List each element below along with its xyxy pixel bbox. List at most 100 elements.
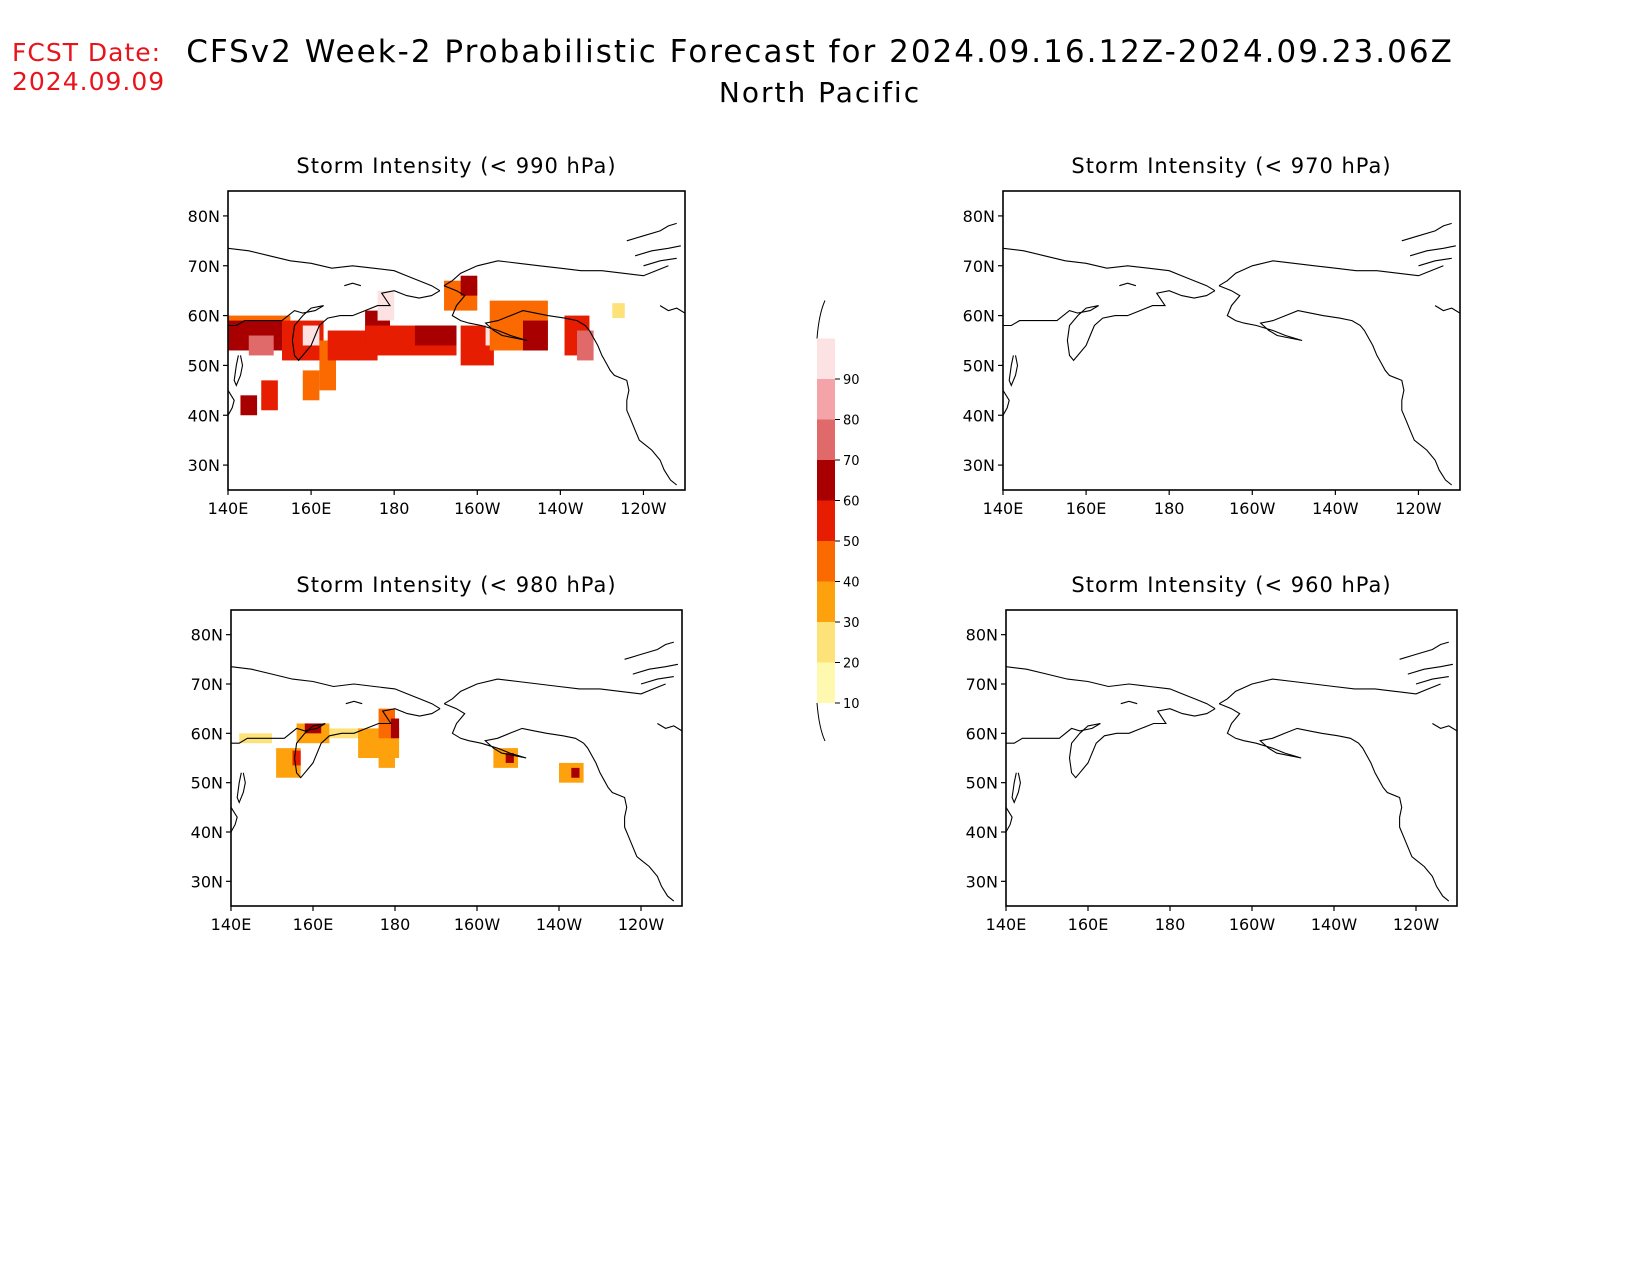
coastline-segment <box>1218 285 1453 486</box>
coastline-segment <box>659 305 685 314</box>
lon-tick-label: 160W <box>454 915 501 934</box>
coastline-segment <box>1218 678 1441 705</box>
coastline-segment <box>443 285 678 486</box>
colorbar-label: 20 <box>843 657 860 672</box>
coastline-segment <box>443 703 675 902</box>
colorbar-swatch <box>817 622 835 663</box>
lat-tick-label: 50N <box>191 774 223 793</box>
coastline-segment <box>1008 355 1019 387</box>
coastline-segment <box>228 247 441 292</box>
lon-tick-label: 120W <box>1393 915 1440 934</box>
colorbar-swatch <box>817 379 835 420</box>
coastline-segment <box>1003 247 1216 292</box>
colorbar-label: 50 <box>843 535 860 550</box>
lon-tick-label: 140E <box>983 499 1024 518</box>
forecast-date-value: 2024.09.09 <box>12 67 166 96</box>
map-panel-960: Storm Intensity (< 960 hPa) 80N 70N 60N 50N 4… <box>966 573 1458 934</box>
coastline-segment <box>228 390 235 416</box>
panel-title: Storm Intensity (< 990 hPa) <box>296 154 616 178</box>
region-subtitle: North Pacific <box>718 76 922 109</box>
lat-tick-label: 30N <box>188 456 220 475</box>
probability-cell <box>460 275 478 296</box>
lat-tick-label: 60N <box>188 307 220 326</box>
lon-tick-label: 160E <box>293 915 334 934</box>
lat-tick-label: 70N <box>966 675 998 694</box>
lat-tick-label: 70N <box>963 257 995 276</box>
coastline-segment <box>1003 290 1216 362</box>
probability-cell <box>378 748 395 768</box>
lat-tick-label: 40N <box>966 823 998 842</box>
lon-tick-label: 160E <box>1066 499 1107 518</box>
probability-cell <box>261 380 278 411</box>
lon-tick-label: 180 <box>1154 499 1185 518</box>
coastline-segment <box>1003 390 1010 416</box>
coastlines <box>1006 641 1457 902</box>
map-background <box>231 610 682 906</box>
colorbar-label: 10 <box>843 697 860 712</box>
coastline-segment <box>231 708 441 779</box>
probability-cell <box>304 723 322 734</box>
lat-tick-label: 60N <box>963 307 995 326</box>
probability-cell <box>571 767 580 778</box>
coastline-segment <box>233 355 244 387</box>
map-frame <box>230 609 683 907</box>
coastline-segment <box>345 700 363 705</box>
coastline-segment <box>626 222 677 242</box>
probability-cell <box>302 370 320 401</box>
coastlines <box>231 641 682 902</box>
panel-title: Storm Intensity (< 960 hPa) <box>1071 573 1391 597</box>
coastline-segment <box>231 807 238 833</box>
coastline-segment <box>1432 723 1457 732</box>
probability-cell <box>414 325 457 346</box>
lon-tick-label: 180 <box>379 499 410 518</box>
forecast-date-label: FCST Date: <box>12 38 162 67</box>
lat-tick-label: 50N <box>966 774 998 793</box>
lon-tick-label: 160W <box>454 499 501 518</box>
coastline-segment <box>634 245 681 257</box>
lat-tick-label: 30N <box>966 872 998 891</box>
lon-tick-label: 140E <box>986 915 1027 934</box>
colorbar-label: 40 <box>843 576 860 591</box>
lon-tick-label: 140W <box>1311 915 1358 934</box>
coastline-segment <box>443 260 669 287</box>
map-frame <box>1002 190 1461 491</box>
probability-cell <box>505 753 514 763</box>
coastline-segment <box>1218 260 1444 287</box>
lat-tick-label: 40N <box>963 406 995 425</box>
coastline-segment <box>643 257 677 267</box>
colorbar-swatch <box>817 541 835 582</box>
coastline-segment <box>1418 257 1452 267</box>
lat-tick-label: 30N <box>963 456 995 475</box>
map-panel-990: Storm Intensity (< 990 hPa) 80N 70N 60N 50N 4… <box>188 154 686 518</box>
panel-title: Storm Intensity (< 970 hPa) <box>1071 154 1391 178</box>
lon-tick-label: 180 <box>1155 915 1186 934</box>
lat-tick-label: 60N <box>966 724 998 743</box>
colorbar-label: 90 <box>843 373 860 388</box>
colorbar-top-cap <box>816 300 826 339</box>
coastline-segment <box>1218 703 1450 902</box>
coastlines <box>228 222 685 486</box>
coastline-segment <box>1119 282 1137 287</box>
coastline-segment <box>632 663 679 675</box>
probability-cell <box>292 750 301 766</box>
colorbar-label: 30 <box>843 616 860 631</box>
coastlines <box>1003 222 1460 486</box>
coastline-segment <box>1006 807 1013 833</box>
lat-tick-label: 40N <box>191 823 223 842</box>
colorbar-bottom-cap <box>816 702 826 742</box>
lon-tick-label: 140E <box>211 915 252 934</box>
probability-cell <box>248 335 274 356</box>
coastline-segment <box>1407 663 1454 675</box>
map-panel-970: Storm Intensity (< 970 hPa) 80N 70N 60N 50N 4… <box>963 154 1461 518</box>
lat-tick-label: 40N <box>188 406 220 425</box>
probability-cell <box>302 325 320 346</box>
colorbar-swatch <box>817 460 835 501</box>
probability-cell <box>612 303 625 319</box>
lat-tick-label: 70N <box>191 675 223 694</box>
lat-tick-label: 30N <box>191 872 223 891</box>
lat-tick-label: 50N <box>188 356 220 375</box>
lat-tick-label: 80N <box>188 207 220 226</box>
lat-tick-label: 80N <box>963 207 995 226</box>
lat-tick-label: 80N <box>966 626 998 645</box>
